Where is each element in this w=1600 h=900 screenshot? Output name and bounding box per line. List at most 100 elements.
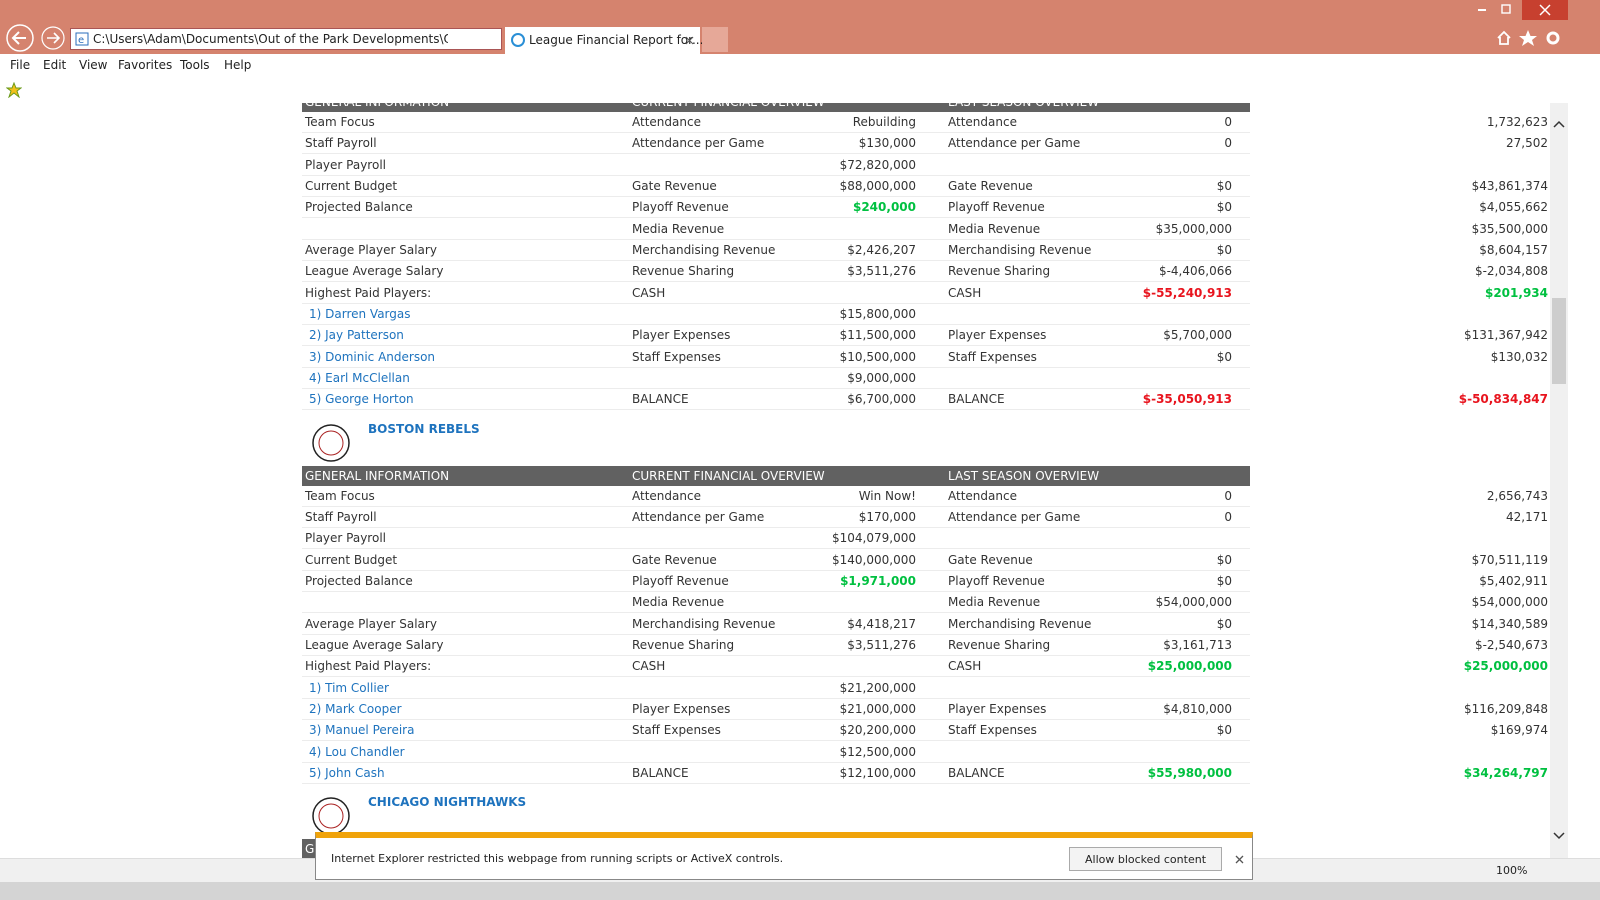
report-row: 4) Earl McClellan $9,000,000	[302, 368, 1250, 389]
row-label: Merchandising Revenue	[948, 617, 1091, 631]
row-value: $140,000,000	[832, 553, 916, 567]
row-label: Media Revenue	[948, 595, 1040, 609]
row-value: $12,100,000	[840, 766, 916, 780]
row-value: $0	[1217, 179, 1232, 193]
row-label: BALANCE	[632, 392, 689, 406]
menu-item[interactable]: Help	[224, 58, 251, 72]
player-link[interactable]: 3) Manuel Pereira	[309, 723, 414, 737]
row-value: $12,500,000	[840, 745, 916, 759]
allow-button[interactable]: Allow blocked content	[1069, 847, 1222, 871]
report-row: Projected Balance$240,000Playoff Revenue…	[302, 197, 1250, 218]
report-row: Highest Paid Players:CASH$25,000,000CASH…	[302, 656, 1250, 677]
notification-bar: Internet Explorer restricted this webpag…	[315, 832, 1253, 880]
row-label: Playoff Revenue	[948, 200, 1045, 214]
row-value: $-2,540,673	[1475, 638, 1548, 652]
player-link[interactable]: 4) Lou Chandler	[309, 745, 405, 759]
player-link[interactable]: 2) Mark Cooper	[309, 702, 402, 716]
row-value: $0	[1217, 723, 1232, 737]
row-value: $4,055,662	[1479, 200, 1548, 214]
menu-item[interactable]: Favorites	[118, 58, 172, 72]
scrollbar[interactable]	[1550, 103, 1568, 858]
team-logo	[311, 423, 351, 463]
favorites-bar-icon[interactable]	[6, 82, 22, 98]
row-label: Staff Payroll	[305, 510, 377, 524]
report-row: Media Revenue$54,000,000Media Revenue$54…	[302, 592, 1250, 613]
row-value: $-4,406,066	[1159, 264, 1232, 278]
row-value: $201,934	[1485, 286, 1548, 300]
new-tab[interactable]	[702, 27, 728, 52]
row-label: BALANCE	[948, 392, 1005, 406]
row-value: $43,861,374	[1472, 179, 1548, 193]
team-name[interactable]: BOSTON REBELS	[368, 422, 480, 436]
menu-item[interactable]: Tools	[180, 58, 210, 72]
row-label: Team Focus	[305, 489, 375, 503]
team-name[interactable]: CHICAGO NIGHTHAWKS	[368, 795, 526, 809]
row-value: $88,000,000	[840, 179, 916, 193]
row-value: $9,000,000	[847, 371, 916, 385]
row-value: $55,980,000	[1148, 766, 1232, 780]
report-row: Media Revenue$35,000,000Media Revenue$35…	[302, 219, 1250, 240]
row-value: $15,800,000	[840, 307, 916, 321]
row-value: $3,161,713	[1163, 638, 1232, 652]
row-label: Player Expenses	[632, 328, 730, 342]
scroll-up[interactable]	[1553, 119, 1565, 129]
menu-item[interactable]: File	[10, 58, 30, 72]
report-content: GENERAL INFORMATIONCURRENT FINANCIAL OVE…	[0, 103, 1550, 858]
address-bar[interactable]: C:\Users\Adam\Documents\Out of the Park …	[70, 28, 502, 50]
player-link[interactable]: 4) Earl McClellan	[309, 371, 410, 385]
column-title: LAST SEASON OVERVIEW	[948, 103, 1099, 109]
row-value: 2,656,743	[1487, 489, 1548, 503]
report-row: Player Payroll$72,820,000	[302, 155, 1250, 176]
row-label: Gate Revenue	[948, 179, 1033, 193]
row-value: Win Now!	[859, 489, 916, 503]
scroll-down[interactable]	[1553, 831, 1565, 841]
player-link[interactable]: 3) Dominic Anderson	[309, 350, 435, 364]
row-value: $-50,834,847	[1459, 392, 1548, 406]
notification-close[interactable]	[1235, 855, 1244, 864]
player-link[interactable]: 1) Tim Collier	[309, 681, 389, 695]
zoom-level[interactable]: 100%	[1496, 864, 1527, 877]
row-label: Playoff Revenue	[948, 574, 1045, 588]
report-row: 2) Mark Cooper$21,000,000Player Expenses…	[302, 699, 1250, 720]
report-row: Current Budget$88,000,000Gate Revenue$0G…	[302, 176, 1250, 197]
address-text: C:\Users\Adam\Documents\Out of the Park …	[93, 32, 448, 46]
report-row: Average Player Salary$2,426,207Merchandi…	[302, 240, 1250, 261]
report-row: Player Payroll$104,079,000	[302, 528, 1250, 549]
row-value: $54,000,000	[1156, 595, 1232, 609]
notification-message: Internet Explorer restricted this webpag…	[331, 852, 783, 865]
report-row: 1) Tim Collier$21,200,000	[302, 678, 1250, 699]
row-label: Staff Expenses	[948, 723, 1037, 737]
report-row: Staff Payroll$130,000Attendance per Game…	[302, 133, 1250, 154]
favorites-icon[interactable]	[1519, 30, 1537, 46]
row-label: Attendance	[632, 115, 701, 129]
row-label: Gate Revenue	[632, 553, 717, 567]
row-label: BALANCE	[948, 766, 1005, 780]
report-row: 4) Lou Chandler $12,500,000	[302, 742, 1250, 763]
row-value: $130,032	[1491, 350, 1548, 364]
row-value: $25,000,000	[1464, 659, 1548, 673]
tab-close[interactable]	[685, 36, 694, 45]
row-value: $35,000,000	[1156, 222, 1232, 236]
player-link[interactable]: 5) John Cash	[309, 766, 385, 780]
row-value: 0	[1224, 510, 1232, 524]
menu-item[interactable]: Edit	[43, 58, 66, 72]
row-value: $8,604,157	[1479, 243, 1548, 257]
row-value: $116,209,848	[1464, 702, 1548, 716]
player-link[interactable]: 2) Jay Patterson	[309, 328, 404, 342]
row-label: Staff Expenses	[632, 723, 721, 737]
player-link[interactable]: 5) George Horton	[309, 392, 414, 406]
column-title: LAST SEASON OVERVIEW	[948, 469, 1099, 483]
row-label: Merchandising Revenue	[632, 617, 775, 631]
row-label: Player Payroll	[305, 158, 386, 172]
settings-icon[interactable]	[1548, 33, 1558, 43]
home-icon[interactable]	[1498, 32, 1510, 44]
menu-item[interactable]: View	[79, 58, 107, 72]
row-value: $35,500,000	[1472, 222, 1548, 236]
row-label: Merchandising Revenue	[948, 243, 1091, 257]
restore[interactable]	[1502, 5, 1510, 13]
tab[interactable]: League Financial Report for...	[505, 27, 700, 54]
section-header: GENERAL INFORMATIONCURRENT FINANCIAL OVE…	[302, 103, 1250, 112]
player-link[interactable]: 1) Darren Vargas	[309, 307, 411, 321]
row-value: $54,000,000	[1472, 595, 1548, 609]
scroll-thumb[interactable]	[1552, 298, 1566, 384]
